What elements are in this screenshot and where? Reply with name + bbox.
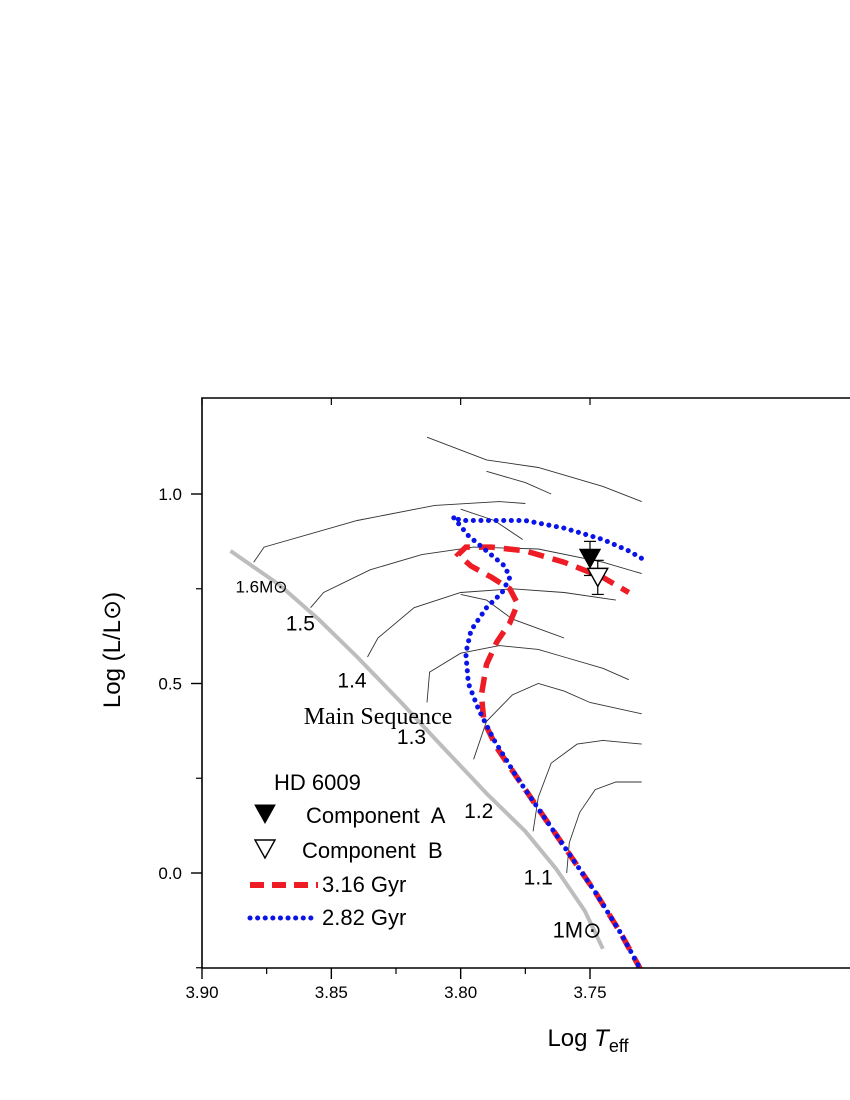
legend-marker-component-a xyxy=(254,804,276,825)
evolutionary-track xyxy=(460,593,565,639)
mass-label: 1.4 xyxy=(337,669,367,692)
evolutionary-track xyxy=(486,470,552,495)
mass-label: 1.3 xyxy=(397,726,426,749)
plot-area xyxy=(229,436,645,968)
evolutionary-tracks xyxy=(253,436,642,874)
legend-label-3-16-gyr: 3.16 Gyr xyxy=(322,872,406,897)
main-sequence-label: Main Sequence xyxy=(304,704,453,730)
triangle-marker xyxy=(578,548,602,569)
legend-label-2-82-gyr: 2.82 Gyr xyxy=(322,905,406,930)
mass-label: 1M⊙ xyxy=(553,917,602,942)
isochrone-3-16-gyr xyxy=(454,544,643,968)
main-sequence-curve xyxy=(229,549,605,950)
y-axis-label: Log (L/L⊙) xyxy=(99,592,126,708)
x-tick-label: 3.90 xyxy=(185,983,218,1002)
mass-label: 1.6M⊙ xyxy=(235,578,287,597)
isochrone-series xyxy=(450,514,645,968)
evolutionary-track xyxy=(426,436,642,503)
observation-component-b xyxy=(586,559,609,596)
evolutionary-track xyxy=(566,781,642,874)
legend-label-component-b: Component B xyxy=(302,838,443,863)
legend-title: HD 6009 xyxy=(274,770,361,795)
evolutionary-track xyxy=(426,645,629,703)
x-tick-label: 3.85 xyxy=(315,983,348,1002)
isochrone-2-82-gyr xyxy=(450,514,645,968)
x-tick-label: 3.75 xyxy=(573,983,606,1002)
x-tick-label: 3.80 xyxy=(444,983,477,1002)
legend: HD 6009 Component A Component B 3.16 Gyr… xyxy=(247,770,446,930)
evolutionary-track xyxy=(253,501,526,563)
evolutionary-track xyxy=(367,588,616,658)
legend-marker-component-b xyxy=(253,839,277,860)
y-tick-label: 0.0 xyxy=(158,864,182,883)
mass-label: 1.5 xyxy=(286,612,315,635)
mass-label: 1.1 xyxy=(524,866,553,889)
triangle-marker xyxy=(586,567,609,588)
observation-component-a xyxy=(578,540,602,577)
main-sequence-line xyxy=(229,549,605,950)
observation-points xyxy=(578,540,609,596)
evolutionary-track xyxy=(532,739,642,832)
mass-label: 1.2 xyxy=(464,800,493,823)
y-tick-label: 1.0 xyxy=(158,485,182,504)
y-tick-label: 0.5 xyxy=(158,675,182,694)
x-axis-label: Log Teff xyxy=(547,1025,629,1056)
axis-ticks: 3.90 3.85 3.80 3.75 0.0 0.5 1.0 xyxy=(158,398,607,1002)
legend-label-component-a: Component A xyxy=(306,803,446,828)
mass-labels: 1.6M⊙ 1.5 1.4 1.3 1.2 1.1 1M⊙ xyxy=(235,578,601,943)
